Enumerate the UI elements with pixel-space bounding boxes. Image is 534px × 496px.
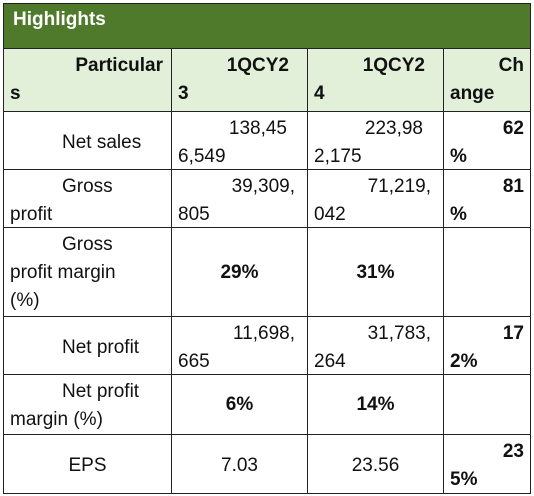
row-label: Net profit xyxy=(4,317,172,374)
value-1qcy23: 7.03 xyxy=(172,435,308,493)
value-1qcy24: 23.56 xyxy=(308,435,444,493)
value-1qcy23: 11,698, 665 xyxy=(172,317,308,374)
header-particulars: Particular s xyxy=(4,49,172,111)
value-1qcy23: 138,45 6,549 xyxy=(172,112,308,169)
table-row: Net profit margin (%) 6% 14% xyxy=(4,375,530,435)
value-change: 62% xyxy=(450,118,524,167)
value-1qcy24: 14% xyxy=(308,375,444,434)
table-row: EPS 7.03 23.56 23 5% xyxy=(4,435,530,493)
row-label: EPS xyxy=(4,435,172,493)
table-title: Highlights xyxy=(4,4,530,49)
value-1qcy23: 6% xyxy=(172,375,308,434)
table-row: Gross profit margin (%) 29% 31% xyxy=(4,228,530,317)
table-row: Net profit 11,698, 665 31,783, 264 17 2% xyxy=(4,317,530,375)
header-change: Ch ange xyxy=(444,49,530,111)
value-change: 81% xyxy=(450,176,524,225)
value-change: 23 5% xyxy=(450,441,524,490)
value-change xyxy=(444,375,530,434)
value-change: 17 2% xyxy=(450,323,524,372)
value-1qcy23: 29% xyxy=(172,228,308,316)
value-1qcy23: 39,309, 805 xyxy=(172,170,308,227)
value-1qcy24: 31,783, 264 xyxy=(308,317,444,374)
value-1qcy24: 223,98 2,175 xyxy=(308,112,444,169)
row-label: Gross profit xyxy=(4,170,172,227)
header-1qcy24: 1QCY2 4 xyxy=(308,49,444,111)
row-label: Net profit margin (%) xyxy=(4,375,172,434)
value-change xyxy=(444,228,530,316)
value-1qcy24: 71,219, 042 xyxy=(308,170,444,227)
header-1qcy23: 1QCY2 3 xyxy=(172,49,308,111)
highlights-table: Highlights Particular s 1QCY2 3 1QCY2 4 Ch a… xyxy=(3,3,531,494)
table-row: Gross profit 39,309, 805 71,219, 042 81% xyxy=(4,170,530,228)
row-label: Gross profit margin (%) xyxy=(4,228,172,316)
value-1qcy24: 31% xyxy=(308,228,444,316)
column-header-row: Particular s 1QCY2 3 1QCY2 4 Ch ange xyxy=(4,49,530,112)
row-label: Net sales xyxy=(4,112,172,169)
table-row: Net sales 138,45 6,549 223,98 2,175 62% xyxy=(4,112,530,170)
